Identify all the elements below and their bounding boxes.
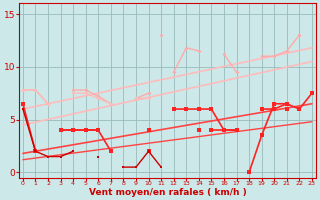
- X-axis label: Vent moyen/en rafales ( km/h ): Vent moyen/en rafales ( km/h ): [89, 188, 246, 197]
